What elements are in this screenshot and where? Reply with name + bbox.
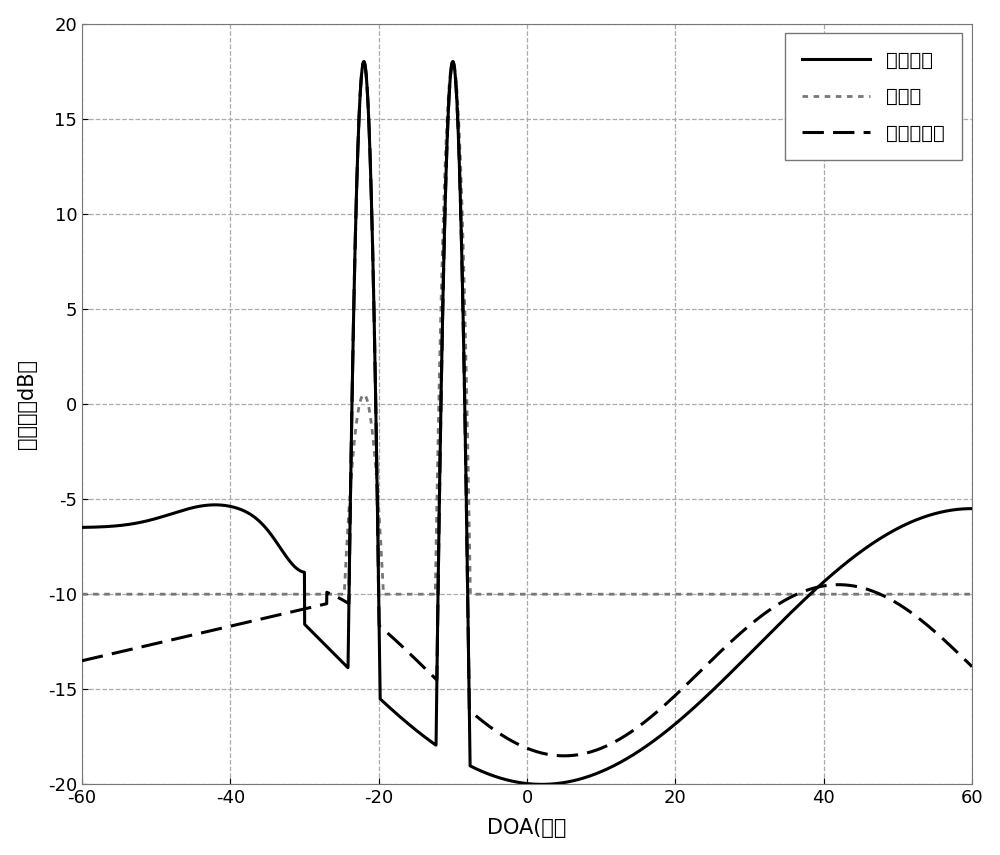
Line: 未校正: 未校正 (82, 62, 972, 594)
理想校正 (121, 520, 133, 530)
联合校正后 (736, 627, 748, 637)
Line: 联合校正后: 联合校正后 (82, 62, 972, 756)
理想校正 (603, 763, 615, 773)
联合校正后 (784, 593, 796, 603)
联合校正后 (121, 646, 133, 656)
联合校正后 (603, 740, 615, 750)
未校正 (642, 589, 654, 599)
未校正 (783, 589, 795, 599)
未校正 (398, 589, 410, 599)
联合校正后 (966, 662, 978, 672)
联合校正后 (398, 643, 410, 653)
理想校正 (966, 504, 978, 514)
理想校正 (642, 740, 654, 751)
理想校正 (736, 657, 748, 667)
未校正 (966, 589, 978, 599)
联合校正后 (76, 656, 88, 666)
理想校正 (398, 716, 410, 726)
理想校正 (536, 779, 548, 789)
未校正 (447, 56, 459, 67)
X-axis label: DOA(度）: DOA(度） (487, 818, 567, 839)
未校正 (736, 589, 748, 599)
理想校正 (358, 56, 370, 67)
理想校正 (784, 609, 796, 619)
未校正 (76, 589, 88, 599)
Line: 理想校正: 理想校正 (82, 62, 972, 784)
联合校正后 (358, 56, 370, 67)
理想校正 (76, 522, 88, 533)
Y-axis label: 空间谱（dB）: 空间谱（dB） (17, 359, 37, 449)
Legend: 理想校正, 未校正, 联合校正后: 理想校正, 未校正, 联合校正后 (785, 33, 962, 161)
未校正 (121, 589, 133, 599)
联合校正后 (558, 751, 570, 761)
联合校正后 (642, 715, 654, 725)
未校正 (603, 589, 615, 599)
